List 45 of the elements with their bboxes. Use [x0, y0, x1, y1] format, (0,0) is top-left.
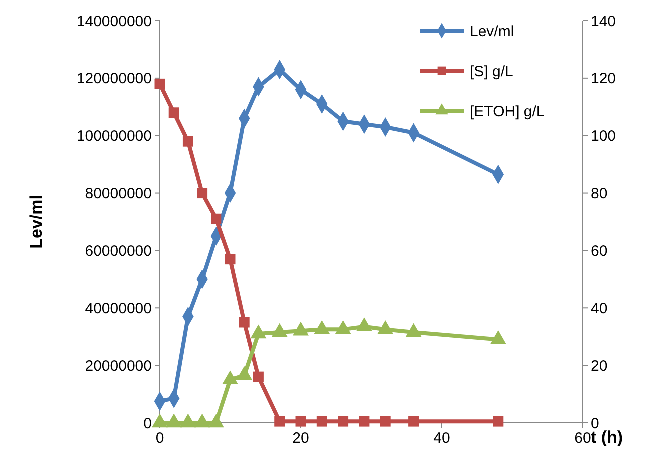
point [211, 214, 222, 224]
point [197, 188, 208, 199]
point [180, 414, 196, 428]
point [152, 414, 168, 428]
y2-tick-label: 140 [591, 13, 616, 30]
point [208, 414, 224, 428]
y-tick-label: 60000000 [85, 242, 152, 260]
x-tick-label: 0 [156, 430, 164, 447]
point [335, 320, 352, 334]
y2-tick-label: 40 [591, 300, 608, 318]
y-tick-label: 40000000 [85, 300, 152, 318]
legend-label: [ETOH] g/L [470, 103, 545, 120]
legend-label: [S] g/L [470, 63, 514, 80]
y2-tick-label: 80 [591, 186, 608, 203]
point [490, 330, 506, 344]
point [272, 323, 288, 338]
point [222, 370, 238, 385]
legend-label: Lev/ml [470, 23, 514, 40]
point [168, 108, 180, 118]
y2-tick-label: 60 [591, 242, 608, 260]
point [406, 323, 422, 338]
y2-tick-label: 20 [591, 358, 608, 375]
y-tick-label: 80000000 [85, 186, 152, 203]
y-tick-label: 20000000 [85, 358, 152, 375]
y-tick-label: 120000000 [76, 70, 152, 88]
point [182, 136, 194, 147]
point [236, 366, 253, 380]
point [293, 322, 309, 336]
x-tick-label: 20 [292, 430, 310, 447]
point [250, 324, 267, 339]
y-tick-label: 100000000 [76, 128, 152, 146]
x-tick-label: 40 [434, 430, 450, 447]
point [225, 254, 236, 265]
point [194, 414, 210, 428]
y2-tick-label: 100 [591, 128, 616, 146]
point [314, 320, 330, 334]
y-axis-title: Lev/ml [27, 195, 46, 249]
y2-tick-label: 120 [591, 70, 616, 88]
point [154, 78, 166, 90]
point [166, 414, 182, 428]
point [356, 318, 372, 332]
y-tick-label: 140000000 [76, 13, 152, 30]
x-tick-label: 60 [574, 430, 592, 447]
point [378, 320, 394, 334]
y-tick-label: 0 [144, 415, 152, 432]
